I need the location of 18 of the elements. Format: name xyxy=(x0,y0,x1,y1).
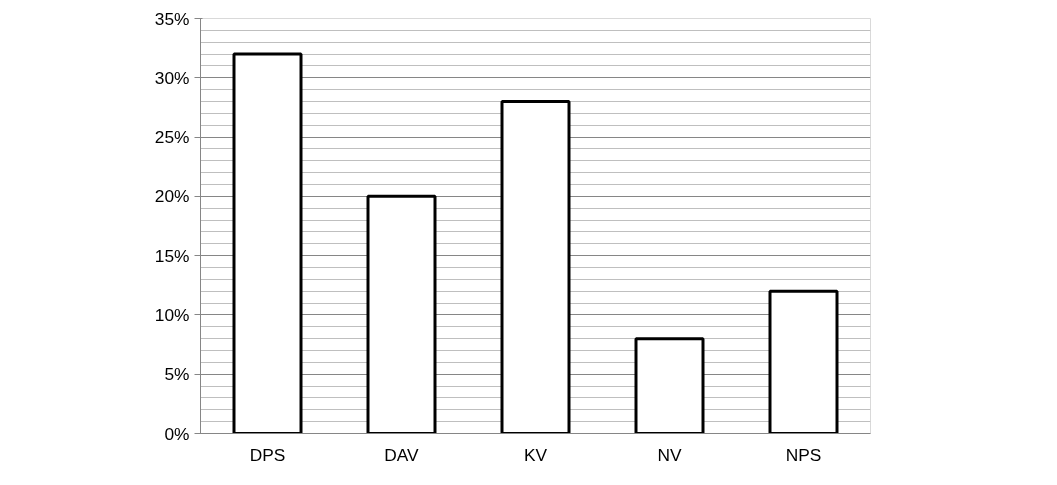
y-tick-label: 25% xyxy=(154,127,190,148)
y-tick-label: 5% xyxy=(164,364,190,385)
bar xyxy=(232,52,303,434)
x-tick-label: NV xyxy=(657,444,682,465)
x-tick-label: DAV xyxy=(384,444,420,465)
y-tick-label: 15% xyxy=(154,245,190,266)
bar xyxy=(634,337,705,434)
x-tick-label: KV xyxy=(523,444,548,465)
y-tick-label: 20% xyxy=(154,186,190,207)
y-tick-label: 35% xyxy=(154,8,190,29)
bar xyxy=(768,289,839,434)
bar xyxy=(500,100,571,434)
y-tick-label: 0% xyxy=(164,423,190,444)
x-tick-label: DPS xyxy=(249,444,286,465)
bar xyxy=(366,194,437,434)
y-tick-label: 10% xyxy=(154,304,190,325)
x-tick-label: NPS xyxy=(785,444,822,465)
y-tick-label: 30% xyxy=(154,67,190,88)
